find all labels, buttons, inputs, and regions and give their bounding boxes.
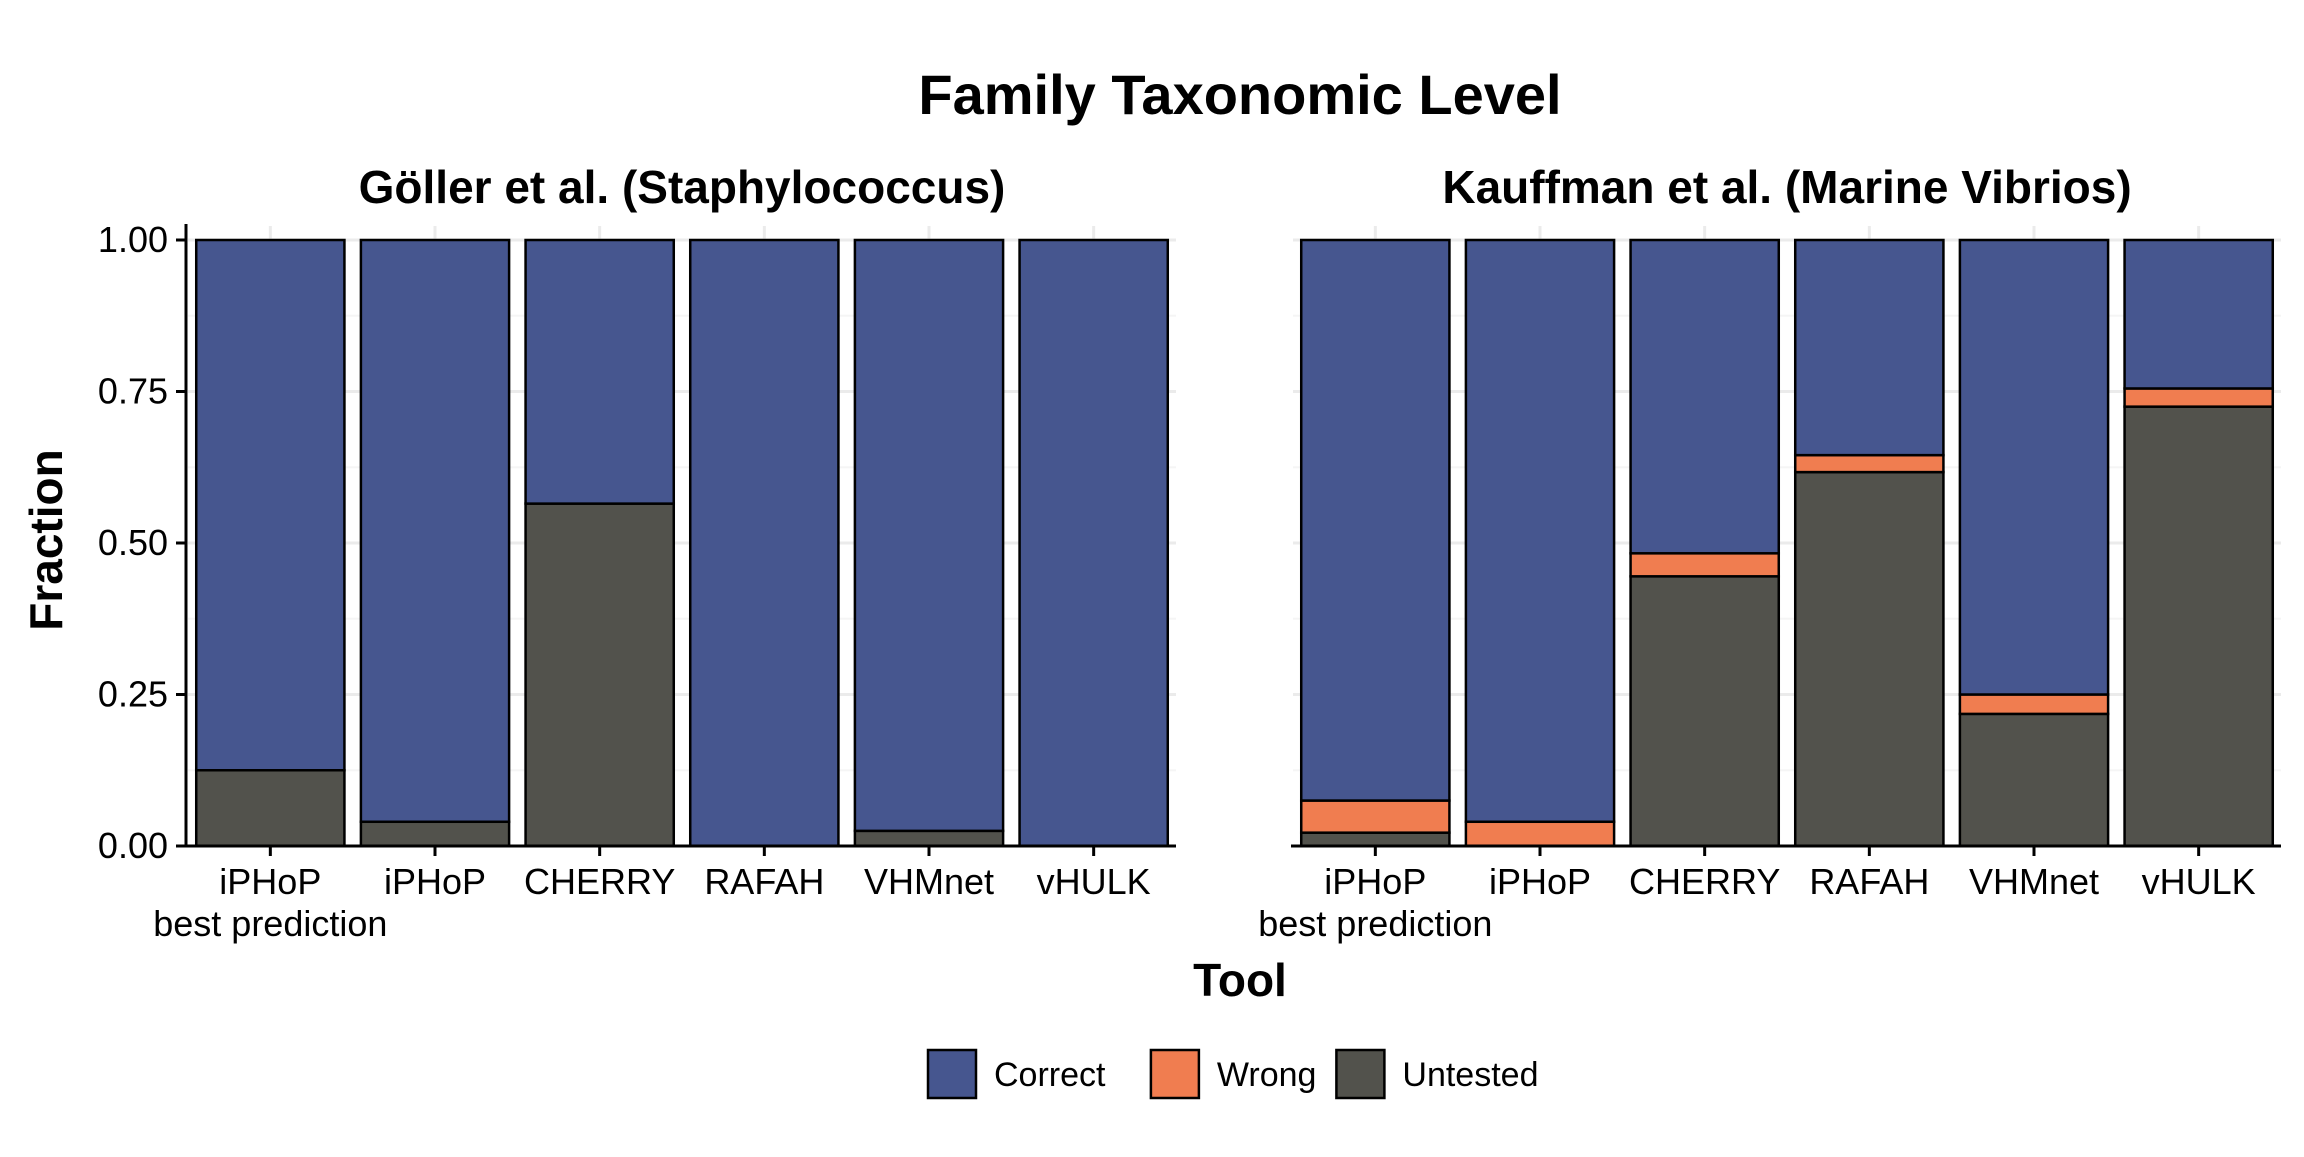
bar-segment-untested: [2123, 405, 2275, 848]
bar-segment-correct: [1793, 238, 1945, 457]
x-tick-label: RAFAH: [704, 861, 824, 902]
bars: [194, 238, 1170, 848]
bar-segment-wrong: [1464, 820, 1616, 848]
bar-segment-correct: [524, 238, 676, 505]
legend: Correct Wrong Untested: [926, 1048, 1538, 1100]
x-tick-label: vHULK: [1037, 861, 1151, 902]
x-tick-label: vHULK: [2142, 861, 2256, 902]
panel-title: Kauffman et al. (Marine Vibrios): [1442, 161, 2131, 213]
bar-segment-untested: [524, 502, 676, 848]
bar-segment-untested: [1299, 831, 1451, 848]
bar-segment-correct: [1018, 238, 1170, 848]
x-tick-label: RAFAH: [1809, 861, 1929, 902]
legend-label: Untested: [1402, 1056, 1538, 1094]
bar-segment-wrong: [1958, 693, 2110, 716]
bar-segment-correct: [1299, 238, 1451, 802]
bar-segment-wrong: [1793, 453, 1945, 474]
bar-segment-correct: [1629, 238, 1781, 555]
y-tick-label: 0.50: [98, 522, 168, 563]
legend-swatch: [926, 1048, 978, 1100]
bar-segment-wrong: [1629, 552, 1781, 578]
y-tick-label: 0.75: [98, 371, 168, 412]
y-tick-labels: 0.00 0.25 0.50 0.75 1.00: [98, 219, 186, 866]
legend-label: Correct: [994, 1056, 1106, 1094]
bar-segment-wrong: [2123, 387, 2275, 408]
figure-title: Family Taxonomic Level: [918, 63, 1561, 126]
bar-segment-correct: [359, 238, 511, 824]
y-tick-label: 0.00: [98, 825, 168, 866]
x-axis-label: Tool: [1193, 954, 1287, 1006]
bar-segment-correct: [1958, 238, 2110, 696]
panel-2: Kauffman et al. (Marine Vibrios) iPHoPbes…: [1258, 161, 2281, 944]
x-tick-label: CHERRY: [1629, 861, 1780, 902]
x-tick-label: VHMnet: [864, 861, 994, 902]
bar-segment-correct: [194, 238, 346, 772]
x-tick-label: iPHoP: [1324, 861, 1426, 902]
bar-segment-correct: [853, 238, 1005, 833]
x-tick-label: best prediction: [1258, 903, 1492, 944]
bar-segment-correct: [688, 238, 840, 848]
bar-segment-correct: [2123, 238, 2275, 390]
bar-segment-untested: [194, 769, 346, 848]
legend-item-correct: Correct: [926, 1048, 1106, 1100]
legend-item-wrong: Wrong: [1149, 1048, 1317, 1100]
bar-segment-untested: [1629, 575, 1781, 848]
bar-segment-untested: [359, 820, 511, 848]
bar-segment-correct: [1464, 238, 1616, 824]
chart-panels: Göller et al. (Staphylococcus)iPHoPbest …: [98, 161, 2281, 944]
x-tick-label: iPHoP: [1489, 861, 1591, 902]
legend-item-untested: Untested: [1335, 1048, 1538, 1100]
bar-segment-untested: [1793, 470, 1945, 848]
x-tick-label: iPHoP: [219, 861, 321, 902]
panel-1: Göller et al. (Staphylococcus) iPHoPbest …: [98, 161, 1176, 944]
bar-segment-untested: [853, 829, 1005, 848]
bar-segment-wrong: [1299, 799, 1451, 834]
panel-title: Göller et al. (Staphylococcus): [359, 161, 1006, 213]
y-axis-label: Fraction: [20, 449, 72, 630]
legend-label: Wrong: [1217, 1056, 1317, 1094]
bar-segment-untested: [1958, 712, 2110, 848]
legend-swatch: [1335, 1048, 1386, 1100]
legend-swatch: [1149, 1048, 1201, 1100]
x-tick-label: best prediction: [153, 903, 387, 944]
x-tick-label: CHERRY: [524, 861, 675, 902]
y-tick-label: 1.00: [98, 219, 168, 260]
x-tick-label: iPHoP: [384, 861, 486, 902]
x-tick-label: VHMnet: [1969, 861, 2099, 902]
y-tick-label: 0.25: [98, 674, 168, 715]
